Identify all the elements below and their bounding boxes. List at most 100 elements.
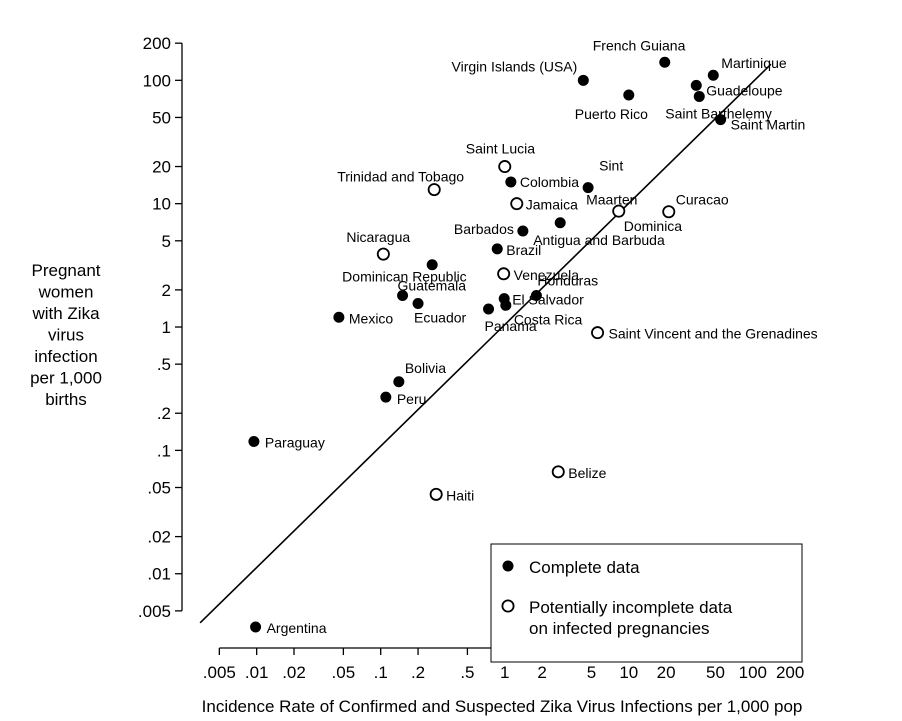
- legend-entry-incomplete: Potentially incomplete data on infected p…: [501, 598, 733, 638]
- point-label: Ecuador: [414, 310, 466, 326]
- y-tick-label: .1: [157, 441, 171, 460]
- point-costa-rica: Costa Rica: [500, 299, 583, 327]
- data-points: French Guiana Martinique Virgin Islands (U…: [248, 37, 818, 636]
- y-axis-title: Pregnant women with Zika virus infection per …: [30, 261, 102, 409]
- x-tick-label: 10: [619, 663, 638, 682]
- point-label: Sint Maarten: [586, 158, 637, 208]
- legend-entry-complete: Complete data: [502, 558, 640, 577]
- incomplete-data-marker: [498, 160, 512, 174]
- incomplete-data-marker: [662, 205, 676, 219]
- complete-data-marker: [693, 90, 705, 102]
- point-honduras: Honduras: [530, 273, 598, 302]
- point-label: Jamaica: [526, 197, 578, 213]
- complete-data-marker: [715, 114, 727, 126]
- fit-line: [199, 63, 772, 624]
- incomplete-data-marker: [591, 326, 605, 340]
- complete-data-marker: [623, 89, 635, 101]
- complete-data-marker: [491, 243, 503, 255]
- x-tick-label: .5: [460, 663, 474, 682]
- legend-incomplete-marker: [501, 599, 515, 613]
- point-label: Mexico: [349, 310, 394, 326]
- point-belize: Belize: [551, 465, 607, 481]
- complete-data-marker: [517, 225, 529, 237]
- y-tick-label: 50: [152, 108, 171, 127]
- y-tick-label: .5: [157, 355, 171, 374]
- y-axis-title-line: women: [38, 283, 94, 302]
- y-tick-label: 5: [162, 232, 171, 251]
- point-guadeloupe: Guadeloupe: [690, 79, 783, 98]
- x-tick-label: .1: [374, 663, 388, 682]
- point-label: Costa Rica: [514, 311, 583, 327]
- x-tick-label: 5: [587, 663, 596, 682]
- point-mexico: Mexico: [333, 310, 394, 326]
- point-curacao: Curacao: [662, 192, 729, 219]
- point-label: Belize: [568, 465, 606, 481]
- y-tick-label: 20: [152, 158, 171, 177]
- point-barbados: Barbados: [454, 221, 529, 237]
- x-tick-label: 1: [500, 663, 509, 682]
- point-label: Barbados: [454, 221, 514, 237]
- x-tick-label: .02: [282, 663, 306, 682]
- point-brazil: Brazil: [491, 242, 541, 258]
- point-saint-vincent-and-the-grenadines: Saint Vincent and the Grenadines: [591, 326, 818, 342]
- x-axis-title: Incidence Rate of Confirmed and Suspecte…: [202, 697, 803, 716]
- point-paraguay: Paraguay: [248, 435, 325, 451]
- complete-data-marker: [690, 79, 702, 91]
- y-axis-title-line: with Zika: [31, 304, 100, 323]
- point-label: Virgin Islands (USA): [452, 58, 578, 74]
- point-label: Saint Barthelemy: [665, 105, 772, 121]
- legend-box: [490, 543, 803, 663]
- point-trinidad-and-tobago: Trinidad and Tobago: [337, 169, 464, 197]
- incomplete-data-marker: [612, 204, 626, 218]
- point-label: Brazil: [506, 242, 541, 258]
- point-argentina: Argentina: [250, 620, 327, 636]
- point-label: Martinique: [721, 55, 787, 71]
- point-label: Peru: [397, 391, 427, 407]
- y-axis-title-line: births: [45, 390, 87, 409]
- x-tick-label: .05: [332, 663, 356, 682]
- complete-data-marker: [426, 259, 438, 271]
- point-label: Nicaragua: [346, 229, 410, 245]
- complete-data-marker: [248, 436, 260, 448]
- point-haiti: Haiti: [429, 487, 474, 503]
- point-colombia: Colombia: [505, 174, 579, 190]
- legend-label: Potentially incomplete data: [529, 598, 733, 617]
- point-label: Trinidad and Tobago: [337, 169, 464, 185]
- x-tick-label: 200: [776, 663, 804, 682]
- incomplete-data-marker: [497, 267, 511, 281]
- incomplete-data-marker: [376, 247, 390, 261]
- point-peru: Peru: [380, 391, 427, 407]
- complete-data-marker: [659, 56, 671, 68]
- incomplete-data-marker: [510, 197, 524, 211]
- point-label: Colombia: [520, 174, 579, 190]
- y-axis-title-line: per 1,000: [30, 369, 102, 388]
- incomplete-data-marker: [551, 465, 565, 479]
- point-french-guiana: French Guiana: [593, 37, 686, 68]
- y-tick-label: 10: [152, 195, 171, 214]
- complete-data-marker: [500, 299, 512, 311]
- point-dominica: Dominica: [612, 204, 682, 234]
- complete-data-marker: [333, 311, 345, 323]
- point-label: Bolivia: [405, 360, 446, 376]
- point-label: Haiti: [446, 487, 474, 503]
- axes: 200 100 50 20 10 5 2 1 .5 .2 .1 .05 .02 .01 .005 .005.…: [138, 34, 804, 682]
- point-puerto-rico: Puerto Rico: [575, 89, 648, 122]
- point-martinique: Martinique: [707, 55, 787, 81]
- point-label: Venezuela: [514, 267, 580, 283]
- point-venezuela: Venezuela: [497, 267, 580, 283]
- legend: Complete data Potentially incomplete data…: [490, 543, 803, 663]
- x-tick-label: 100: [739, 663, 767, 682]
- point-label: Puerto Rico: [575, 106, 648, 122]
- point-nicaragua: Nicaragua: [346, 229, 410, 261]
- point-label: Saint Lucia: [466, 141, 535, 157]
- point-virgin-islands-usa: Virgin Islands (USA): [452, 58, 589, 86]
- point-label: Honduras: [537, 273, 598, 289]
- x-tick-label: 20: [657, 663, 676, 682]
- y-tick-label: 2: [162, 281, 171, 300]
- complete-data-marker: [577, 74, 589, 86]
- legend-label: on infected pregnancies: [529, 619, 710, 638]
- point-sint-maarten: Sint Maarten: [582, 158, 637, 208]
- y-tick-label: .02: [147, 528, 171, 547]
- point-jamaica: Jamaica: [510, 197, 578, 213]
